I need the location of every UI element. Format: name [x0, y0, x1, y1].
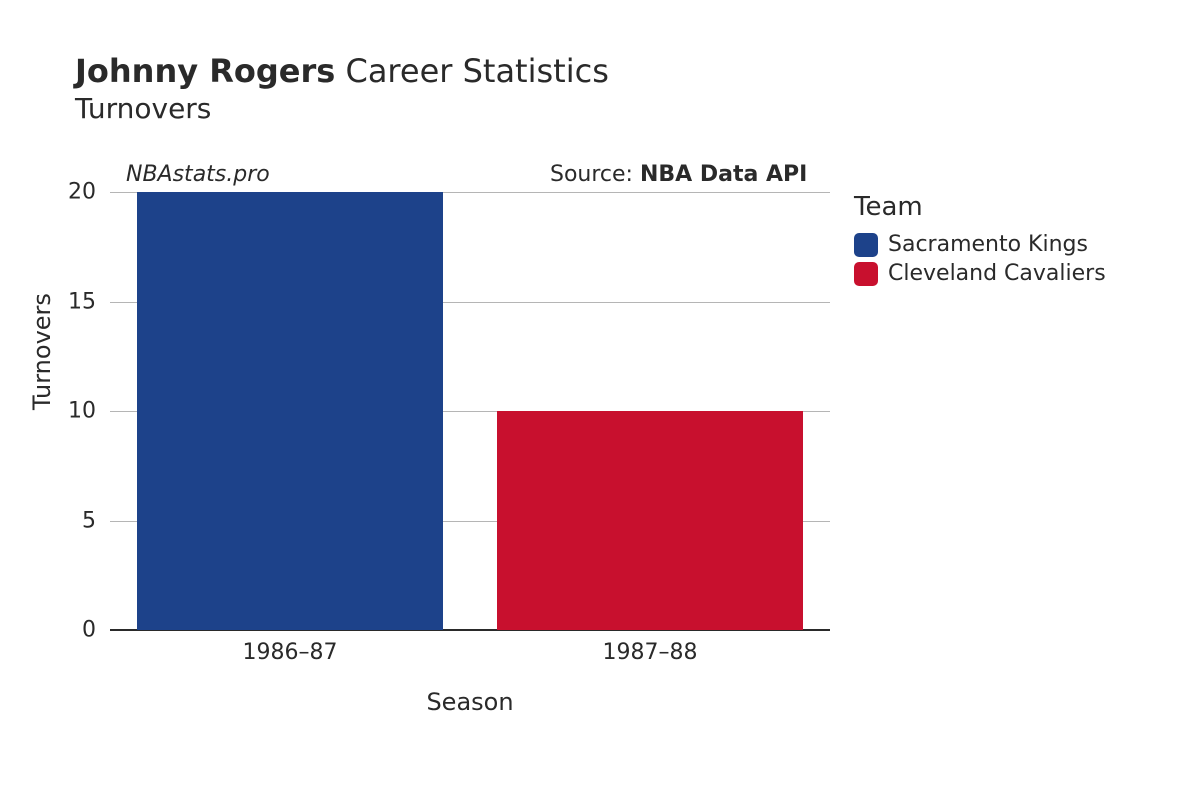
bar [497, 411, 803, 630]
source-attribution: Source: NBA Data API [550, 162, 807, 187]
legend-label: Cleveland Cavaliers [888, 261, 1106, 286]
x-tick-label: 1986–87 [243, 640, 338, 665]
legend-swatch [854, 262, 878, 286]
legend-item: Cleveland Cavaliers [854, 261, 1106, 286]
plot-area: 051015201986–871987–88 [110, 192, 830, 630]
y-axis-label: Turnovers [28, 293, 56, 410]
chart-title-line1: Johnny Rogers Career Statistics [75, 52, 609, 90]
chart-subtitle: Turnovers [75, 92, 609, 125]
y-tick-label: 20 [36, 180, 96, 205]
legend: Team Sacramento Kings Cleveland Cavaliers [854, 192, 1106, 290]
chart-title-block: Johnny Rogers Career Statistics Turnover… [75, 52, 609, 125]
y-tick-label: 5 [36, 508, 96, 533]
source-prefix: Source: [550, 162, 640, 187]
legend-title: Team [854, 192, 1106, 222]
bar [137, 192, 443, 630]
source-name: NBA Data API [640, 162, 807, 187]
title-suffix: Career Statistics [335, 52, 609, 90]
legend-label: Sacramento Kings [888, 232, 1088, 257]
y-tick-label: 0 [36, 618, 96, 643]
legend-swatch [854, 233, 878, 257]
legend-item: Sacramento Kings [854, 232, 1106, 257]
watermark: NBAstats.pro [126, 162, 270, 187]
x-tick-label: 1987–88 [603, 640, 698, 665]
x-axis-label: Season [110, 688, 830, 716]
player-name: Johnny Rogers [75, 52, 335, 90]
